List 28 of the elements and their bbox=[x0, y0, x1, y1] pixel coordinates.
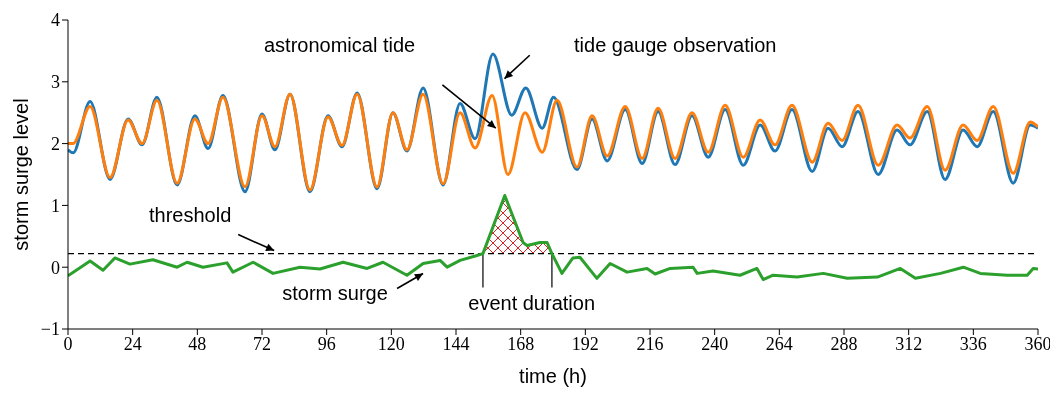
x-tick-label: 120 bbox=[377, 333, 405, 354]
annotation: threshold bbox=[149, 203, 232, 226]
annotation: astronomical tide bbox=[264, 34, 416, 57]
x-tick-label: 72 bbox=[253, 333, 271, 354]
y-tick-label: 2 bbox=[51, 133, 60, 154]
x-tick-label: 312 bbox=[895, 333, 923, 354]
x-tick-label: 144 bbox=[442, 333, 470, 354]
y-axis-title: storm surge level bbox=[10, 98, 32, 251]
y-tick-label: 1 bbox=[51, 195, 60, 216]
x-tick-label: 336 bbox=[959, 333, 987, 354]
x-tick-label: 240 bbox=[701, 333, 729, 354]
x-tick-label: 192 bbox=[571, 333, 599, 354]
y-tick-label: −1 bbox=[40, 319, 60, 340]
x-tick-label: 264 bbox=[765, 333, 793, 354]
x-tick-label: 168 bbox=[507, 333, 535, 354]
y-tick-label: 3 bbox=[51, 72, 60, 93]
x-tick-label: 96 bbox=[317, 333, 336, 354]
x-tick-label: 360 bbox=[1024, 333, 1052, 354]
annotation: tide gauge observation bbox=[574, 34, 777, 57]
y-tick-label: 0 bbox=[51, 257, 60, 278]
y-tick-label: 4 bbox=[51, 10, 60, 31]
x-axis-title: time (h) bbox=[519, 365, 587, 387]
x-tick-label: 216 bbox=[636, 333, 664, 354]
x-tick-label: 48 bbox=[188, 333, 207, 354]
x-tick-label: 24 bbox=[123, 333, 142, 354]
annotation: storm surge bbox=[282, 282, 388, 305]
annotation: event duration bbox=[468, 292, 596, 315]
x-tick-label: 288 bbox=[830, 333, 858, 354]
